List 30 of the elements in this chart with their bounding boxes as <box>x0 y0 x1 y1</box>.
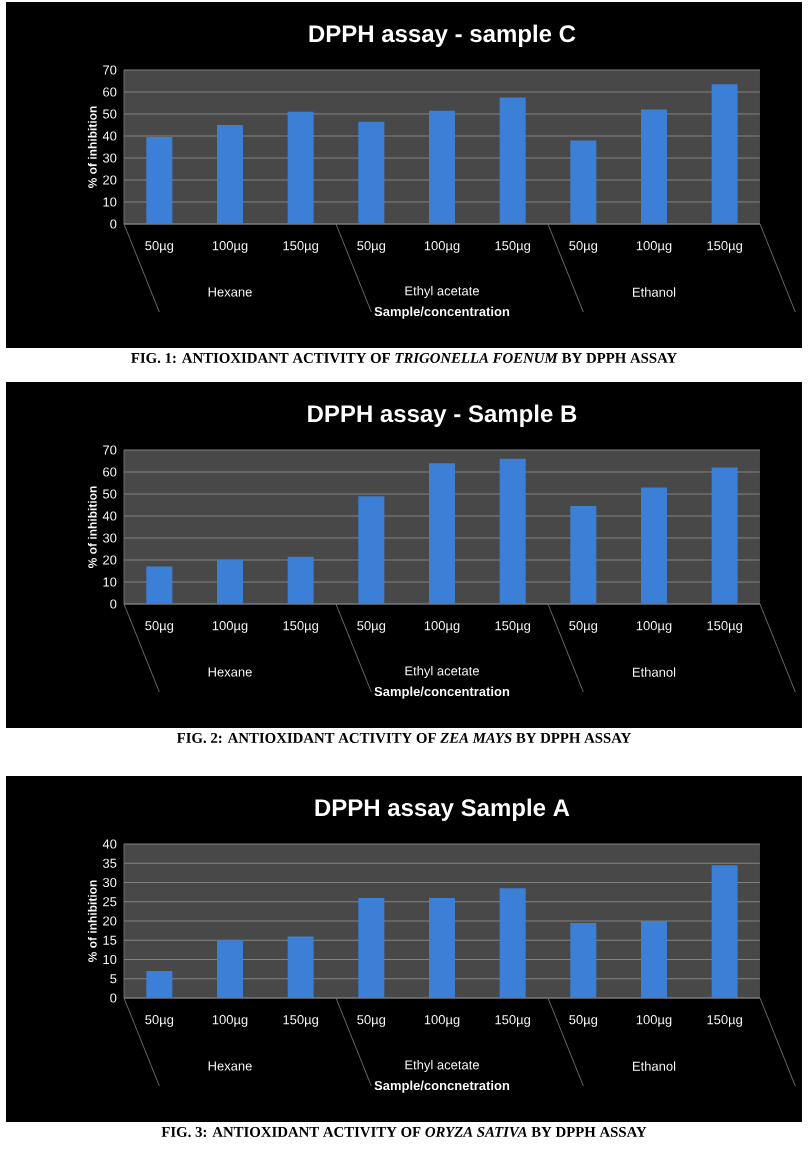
bar <box>499 458 526 604</box>
bar <box>146 971 173 998</box>
bar <box>640 487 667 604</box>
bar <box>287 556 314 604</box>
bar <box>217 125 243 225</box>
bar <box>358 496 385 604</box>
bar <box>358 121 385 225</box>
bar <box>640 109 667 225</box>
bar <box>428 897 455 998</box>
bar <box>428 463 455 604</box>
bar <box>570 506 597 604</box>
bar <box>146 137 173 225</box>
bar <box>287 936 314 998</box>
bar <box>711 467 738 604</box>
bar <box>711 865 738 998</box>
chart-title: DPPH assay Sample A <box>315 798 570 821</box>
bar <box>287 111 314 225</box>
chart-title: DPPH assay - Sample B <box>308 404 577 427</box>
chart-title: DPPH assay - sample C <box>309 24 576 47</box>
bar <box>570 922 597 998</box>
bar <box>570 140 597 225</box>
bar <box>640 920 667 998</box>
bar <box>711 84 738 225</box>
bar <box>146 566 173 604</box>
bar <box>217 940 243 998</box>
bar <box>358 897 385 998</box>
bar <box>217 560 243 604</box>
bar <box>428 110 455 225</box>
bar <box>499 888 526 998</box>
bar <box>499 97 526 225</box>
